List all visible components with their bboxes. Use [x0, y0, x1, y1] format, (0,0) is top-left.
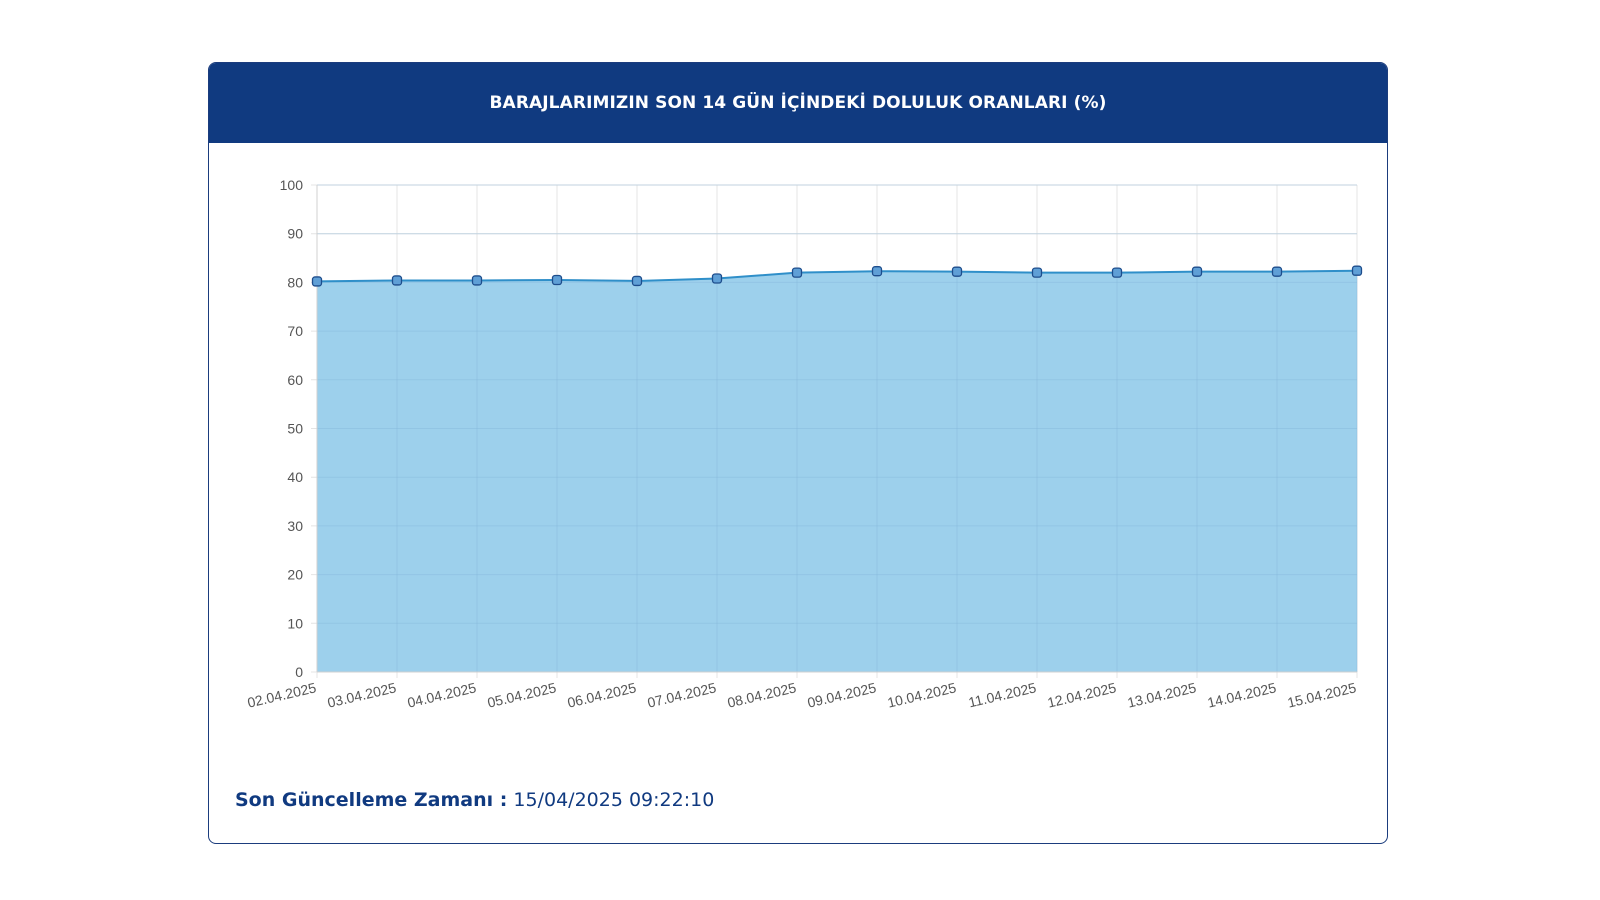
data-point[interactable] [1191, 266, 1203, 277]
chart: 0 10 20 30 40 50 60 70 80 90 100 02.04.2025 03.04.2… [246, 177, 1363, 711]
x-tick-label: 06.04.2025 [566, 679, 638, 710]
data-point[interactable] [871, 266, 883, 277]
y-axis-ticks: 0 10 20 30 40 50 60 70 80 90 100 [280, 177, 304, 680]
x-tick-label: 15.04.2025 [1286, 679, 1358, 710]
y-tick-label: 20 [287, 567, 303, 583]
chart-line-layer [316, 269, 1358, 283]
last-update: Son Güncelleme Zamanı : 15/04/2025 09:22… [235, 789, 714, 811]
last-update-value: 15/04/2025 09:22:10 [513, 789, 715, 811]
y-tick-label: 50 [287, 421, 303, 437]
data-point[interactable] [391, 275, 403, 286]
y-tick-label: 80 [287, 274, 303, 290]
x-tick-label: 04.04.2025 [406, 679, 478, 710]
axis-layer [316, 185, 1357, 673]
data-point[interactable] [311, 276, 323, 287]
data-point[interactable] [791, 267, 803, 278]
y-tick-label: 100 [280, 177, 304, 193]
y-tick-label: 40 [287, 469, 303, 485]
x-tick-label: 13.04.2025 [1126, 679, 1198, 710]
x-tick-label: 14.04.2025 [1206, 679, 1278, 710]
chart-area-layer [316, 184, 1358, 673]
data-point[interactable] [1351, 265, 1363, 276]
x-tick-label: 11.04.2025 [967, 679, 1038, 710]
data-point[interactable] [471, 275, 483, 286]
y-tick-label: 0 [295, 664, 303, 680]
x-tick-label: 07.04.2025 [646, 679, 718, 710]
data-point[interactable] [631, 275, 643, 287]
series-line [316, 269, 1358, 283]
card-header: BARAJLARIMIZIN SON 14 GÜN İÇİNDEKİ DOLUL… [209, 63, 1387, 143]
last-update-label: Son Güncelleme Zamanı : [235, 789, 508, 811]
data-point[interactable] [551, 274, 563, 286]
area-fill [317, 270, 1357, 672]
chart-title: BARAJLARIMIZIN SON 14 GÜN İÇİNDEKİ DOLUL… [489, 93, 1107, 113]
x-tick-label: 09.04.2025 [806, 679, 878, 710]
x-tick-label: 05.04.2025 [486, 679, 558, 710]
x-axis-ticks: 02.04.2025 03.04.2025 04.04.2025 05.04.2025… [246, 679, 1358, 710]
x-tick-label: 08.04.2025 [726, 679, 798, 710]
data-point[interactable] [951, 266, 963, 277]
x-tick-label: 10.04.2025 [886, 679, 958, 710]
data-point[interactable] [711, 273, 723, 284]
x-tick-label: 12.04.2025 [1046, 679, 1118, 710]
y-tick-label: 10 [287, 615, 303, 631]
y-tick-label: 60 [287, 372, 303, 388]
x-tick-label: 02.04.2025 [246, 679, 318, 710]
chart-card: BARAJLARIMIZIN SON 14 GÜN İÇİNDEKİ DOLUL… [208, 62, 1388, 844]
data-point[interactable] [1031, 267, 1043, 278]
y-tick-label: 90 [287, 226, 303, 242]
data-point[interactable] [1111, 267, 1123, 278]
x-tick-label: 03.04.2025 [326, 679, 398, 710]
y-tick-label: 70 [287, 323, 303, 339]
y-tick-label: 30 [287, 518, 303, 534]
chart-markers [311, 265, 1363, 287]
data-point[interactable] [1271, 266, 1283, 277]
